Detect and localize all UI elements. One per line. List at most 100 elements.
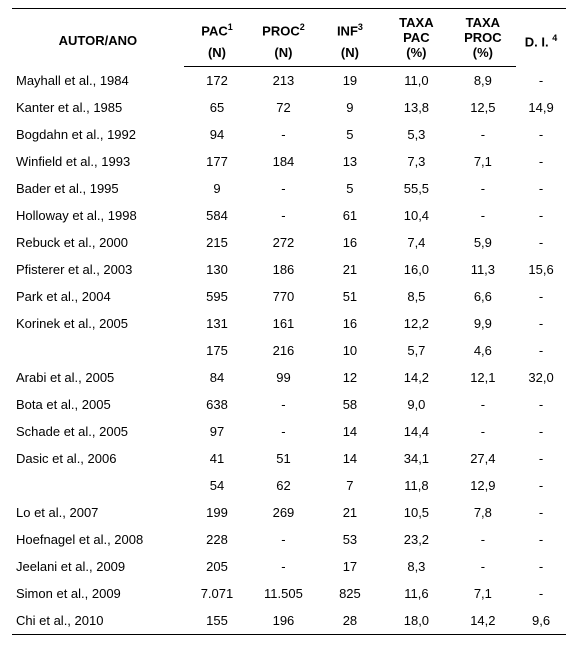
- cell-taxa-pac: 13,8: [383, 94, 449, 121]
- table-row: Bota et al., 2005638-589,0--: [12, 391, 566, 418]
- cell-taxa-pac: 8,3: [383, 553, 449, 580]
- cell-author: Schade et al., 2005: [12, 418, 184, 445]
- cell-taxa-pac: 14,2: [383, 364, 449, 391]
- cell-taxa-pac: 9,0: [383, 391, 449, 418]
- cell-inf: 825: [317, 580, 383, 607]
- header-pac: PAC1: [184, 9, 250, 46]
- cell-taxa-pac: 18,0: [383, 607, 449, 635]
- cell-inf: 12: [317, 364, 383, 391]
- cell-di: 32,0: [516, 364, 566, 391]
- cell-author: Bota et al., 2005: [12, 391, 184, 418]
- cell-proc: 184: [250, 148, 316, 175]
- cell-author: Holloway et al., 1998: [12, 202, 184, 229]
- table-row: 175216105,74,6-: [12, 337, 566, 364]
- cell-di: -: [516, 472, 566, 499]
- header-proc: PROC2: [250, 9, 316, 46]
- cell-inf: 13: [317, 148, 383, 175]
- cell-di: -: [516, 283, 566, 310]
- header-proc-sub: (N): [250, 45, 316, 67]
- cell-pac: 177: [184, 148, 250, 175]
- cell-di: -: [516, 148, 566, 175]
- cell-di: -: [516, 310, 566, 337]
- header-di: D. I. 4: [516, 9, 566, 67]
- cell-inf: 14: [317, 418, 383, 445]
- header-inf: INF3: [317, 9, 383, 46]
- cell-inf: 21: [317, 499, 383, 526]
- table-row: Chi et al., 20101551962818,014,29,6: [12, 607, 566, 635]
- cell-author: Hoefnagel et al., 2008: [12, 526, 184, 553]
- cell-pac: 584: [184, 202, 250, 229]
- cell-di: -: [516, 121, 566, 148]
- cell-taxa-proc: -: [450, 121, 516, 148]
- table-row: Winfield et al., 1993177184137,37,1-: [12, 148, 566, 175]
- cell-taxa-pac: 5,7: [383, 337, 449, 364]
- cell-taxa-proc: 27,4: [450, 445, 516, 472]
- cell-di: 14,9: [516, 94, 566, 121]
- cell-inf: 16: [317, 229, 383, 256]
- table-row: Mayhall et al., 19841722131911,08,9-: [12, 67, 566, 95]
- table-row: Park et al., 2004595770518,56,6-: [12, 283, 566, 310]
- cell-author: Mayhall et al., 1984: [12, 67, 184, 95]
- cell-inf: 61: [317, 202, 383, 229]
- cell-author: Winfield et al., 1993: [12, 148, 184, 175]
- cell-taxa-pac: 16,0: [383, 256, 449, 283]
- cell-author: Kanter et al., 1985: [12, 94, 184, 121]
- table-row: Jeelani et al., 2009205-178,3--: [12, 553, 566, 580]
- table-row: Schade et al., 200597-1414,4--: [12, 418, 566, 445]
- cell-taxa-proc: 7,8: [450, 499, 516, 526]
- cell-taxa-proc: 14,2: [450, 607, 516, 635]
- cell-di: -: [516, 580, 566, 607]
- cell-proc: 161: [250, 310, 316, 337]
- cell-taxa-proc: 7,1: [450, 580, 516, 607]
- cell-inf: 7: [317, 472, 383, 499]
- cell-inf: 5: [317, 175, 383, 202]
- cell-pac: 215: [184, 229, 250, 256]
- table-row: Korinek et al., 20051311611612,29,9-: [12, 310, 566, 337]
- cell-taxa-proc: 12,1: [450, 364, 516, 391]
- cell-pac: 199: [184, 499, 250, 526]
- cell-taxa-pac: 7,4: [383, 229, 449, 256]
- table-row: Simon et al., 20097.07111.50582511,67,1-: [12, 580, 566, 607]
- header-author: AUTOR/ANO: [12, 9, 184, 67]
- table-row: 5462711,812,9-: [12, 472, 566, 499]
- cell-proc: 72: [250, 94, 316, 121]
- cell-author: Korinek et al., 2005: [12, 310, 184, 337]
- cell-author: Bader et al., 1995: [12, 175, 184, 202]
- cell-author: Lo et al., 2007: [12, 499, 184, 526]
- cell-taxa-proc: 8,9: [450, 67, 516, 95]
- cell-author: Jeelani et al., 2009: [12, 553, 184, 580]
- table-header: AUTOR/ANO PAC1 PROC2 INF3 TAXA PAC TAXA …: [12, 9, 566, 67]
- cell-taxa-proc: 12,9: [450, 472, 516, 499]
- cell-taxa-pac: 11,8: [383, 472, 449, 499]
- cell-taxa-proc: -: [450, 202, 516, 229]
- cell-author: [12, 472, 184, 499]
- cell-proc: 99: [250, 364, 316, 391]
- table-row: Rebuck et al., 2000215272167,45,9-: [12, 229, 566, 256]
- cell-inf: 58: [317, 391, 383, 418]
- cell-author: Chi et al., 2010: [12, 607, 184, 635]
- cell-di: -: [516, 337, 566, 364]
- cell-taxa-pac: 10,5: [383, 499, 449, 526]
- cell-pac: 7.071: [184, 580, 250, 607]
- cell-author: Bogdahn et al., 1992: [12, 121, 184, 148]
- cell-taxa-proc: 12,5: [450, 94, 516, 121]
- cell-inf: 17: [317, 553, 383, 580]
- cell-taxa-proc: -: [450, 553, 516, 580]
- cell-pac: 41: [184, 445, 250, 472]
- cell-inf: 53: [317, 526, 383, 553]
- cell-pac: 175: [184, 337, 250, 364]
- cell-proc: 213: [250, 67, 316, 95]
- cell-author: [12, 337, 184, 364]
- cell-pac: 84: [184, 364, 250, 391]
- header-inf-sub: (N): [317, 45, 383, 67]
- cell-taxa-proc: -: [450, 175, 516, 202]
- cell-author: Pfisterer et al., 2003: [12, 256, 184, 283]
- data-table: AUTOR/ANO PAC1 PROC2 INF3 TAXA PAC TAXA …: [12, 8, 566, 635]
- cell-inf: 14: [317, 445, 383, 472]
- table-row: Bader et al., 19959-555,5--: [12, 175, 566, 202]
- cell-di: -: [516, 391, 566, 418]
- cell-author: Rebuck et al., 2000: [12, 229, 184, 256]
- cell-pac: 131: [184, 310, 250, 337]
- cell-inf: 28: [317, 607, 383, 635]
- header-taxa-proc-sub: (%): [450, 45, 516, 67]
